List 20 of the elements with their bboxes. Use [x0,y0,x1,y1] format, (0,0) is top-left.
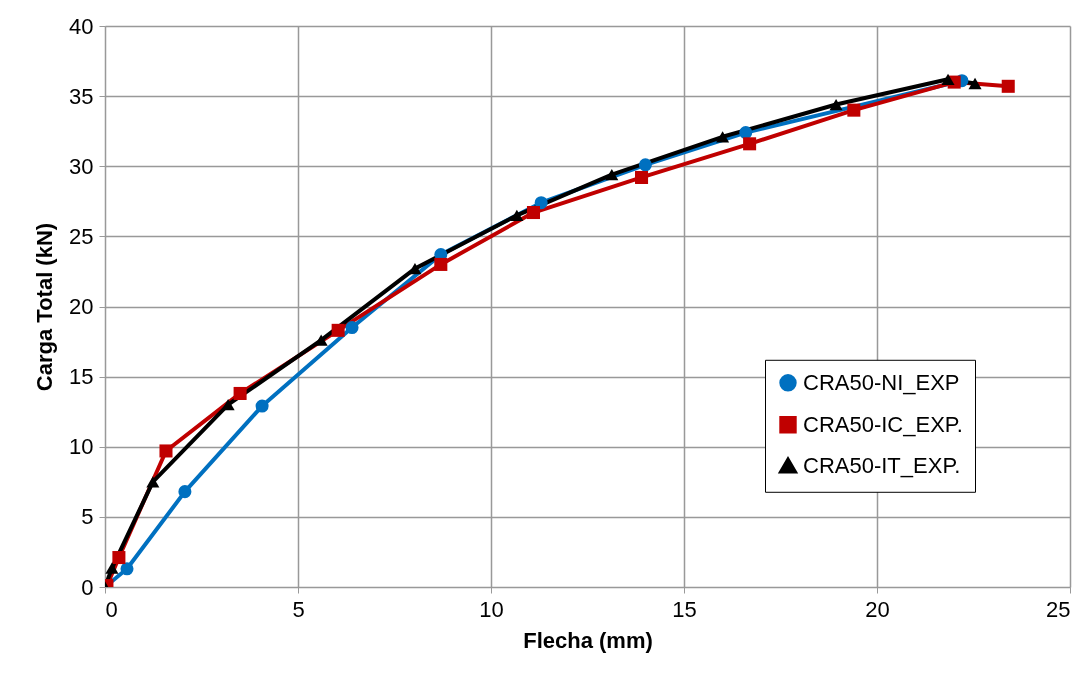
y-tick-label: 10 [69,434,94,460]
y-axis-title: Carga Total (kN) [32,222,58,392]
y-tick-label: 0 [81,574,94,600]
legend-label: CRA50-IT_EXP. [803,452,961,478]
y-tick-label: 40 [69,13,94,39]
x-tick-label: 5 [292,596,305,622]
y-tick-label: 30 [69,153,94,179]
x-tick-label: 0 [105,596,118,622]
x-tick-label: 15 [672,596,697,622]
y-tick-label: 5 [81,504,94,530]
x-tick-label: 10 [479,596,504,622]
legend-label: CRA50-IC_EXP. [803,411,963,437]
y-tick-label: 15 [69,364,94,390]
x-tick-label: 25 [1046,596,1071,622]
legend-label: CRA50-NI_EXP [803,369,960,395]
x-tick-label: 20 [865,596,890,622]
y-tick-label: 25 [69,223,94,249]
y-tick-label: 20 [69,294,94,319]
x-axis-title: Flecha (mm) [523,627,653,653]
y-tick-label: 35 [69,83,94,109]
